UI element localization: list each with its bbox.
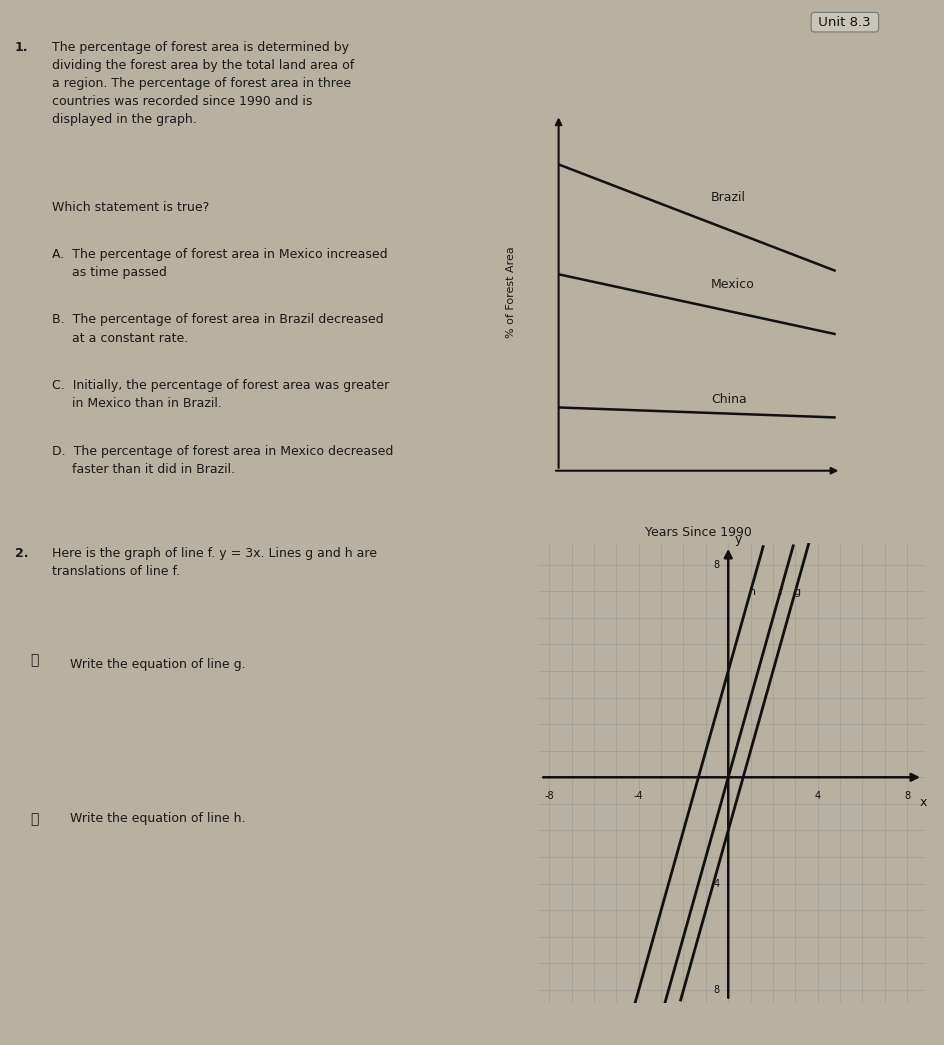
Text: Write the equation of line h.: Write the equation of line h. [62,812,245,825]
Text: The percentage of forest area is determined by
dividing the forest area by the t: The percentage of forest area is determi… [52,41,354,125]
Text: 4: 4 [815,791,820,800]
Text: China: China [711,393,747,405]
Text: Brazil: Brazil [711,191,746,204]
Text: ⓑ: ⓑ [30,812,39,826]
Text: h: h [750,586,756,597]
Text: C.  Initially, the percentage of forest area was greater
     in Mexico than in : C. Initially, the percentage of forest a… [52,379,389,411]
Text: f: f [779,586,783,597]
Text: ⓐ: ⓐ [30,653,39,667]
Text: g: g [794,586,801,597]
Text: 1.: 1. [15,41,28,53]
Text: D.  The percentage of forest area in Mexico decreased
     faster than it did in: D. The percentage of forest area in Mexi… [52,445,393,477]
Text: B.  The percentage of forest area in Brazil decreased
     at a constant rate.: B. The percentage of forest area in Braz… [52,314,383,345]
Text: -8: -8 [545,791,554,800]
Text: 2.: 2. [15,548,28,560]
Text: 8: 8 [713,984,719,995]
Text: Here is the graph of line f. y = 3x. Lines g and h are
translations of line f.: Here is the graph of line f. y = 3x. Lin… [52,548,377,578]
Text: Write the equation of line g.: Write the equation of line g. [62,658,246,671]
Text: Unit 8.3: Unit 8.3 [815,16,875,28]
Text: Which statement is true?: Which statement is true? [52,201,209,213]
Text: x: x [919,796,927,809]
Text: -4: -4 [634,791,644,800]
Text: 8: 8 [713,560,719,570]
Text: % of Forest Area: % of Forest Area [506,247,516,339]
Text: y: y [735,533,742,547]
Text: A.  The percentage of forest area in Mexico increased
     as time passed: A. The percentage of forest area in Mexi… [52,248,387,279]
Text: 8: 8 [904,791,910,800]
Text: Mexico: Mexico [711,278,755,291]
Text: 4: 4 [713,879,719,888]
Text: Years Since 1990: Years Since 1990 [645,526,752,539]
